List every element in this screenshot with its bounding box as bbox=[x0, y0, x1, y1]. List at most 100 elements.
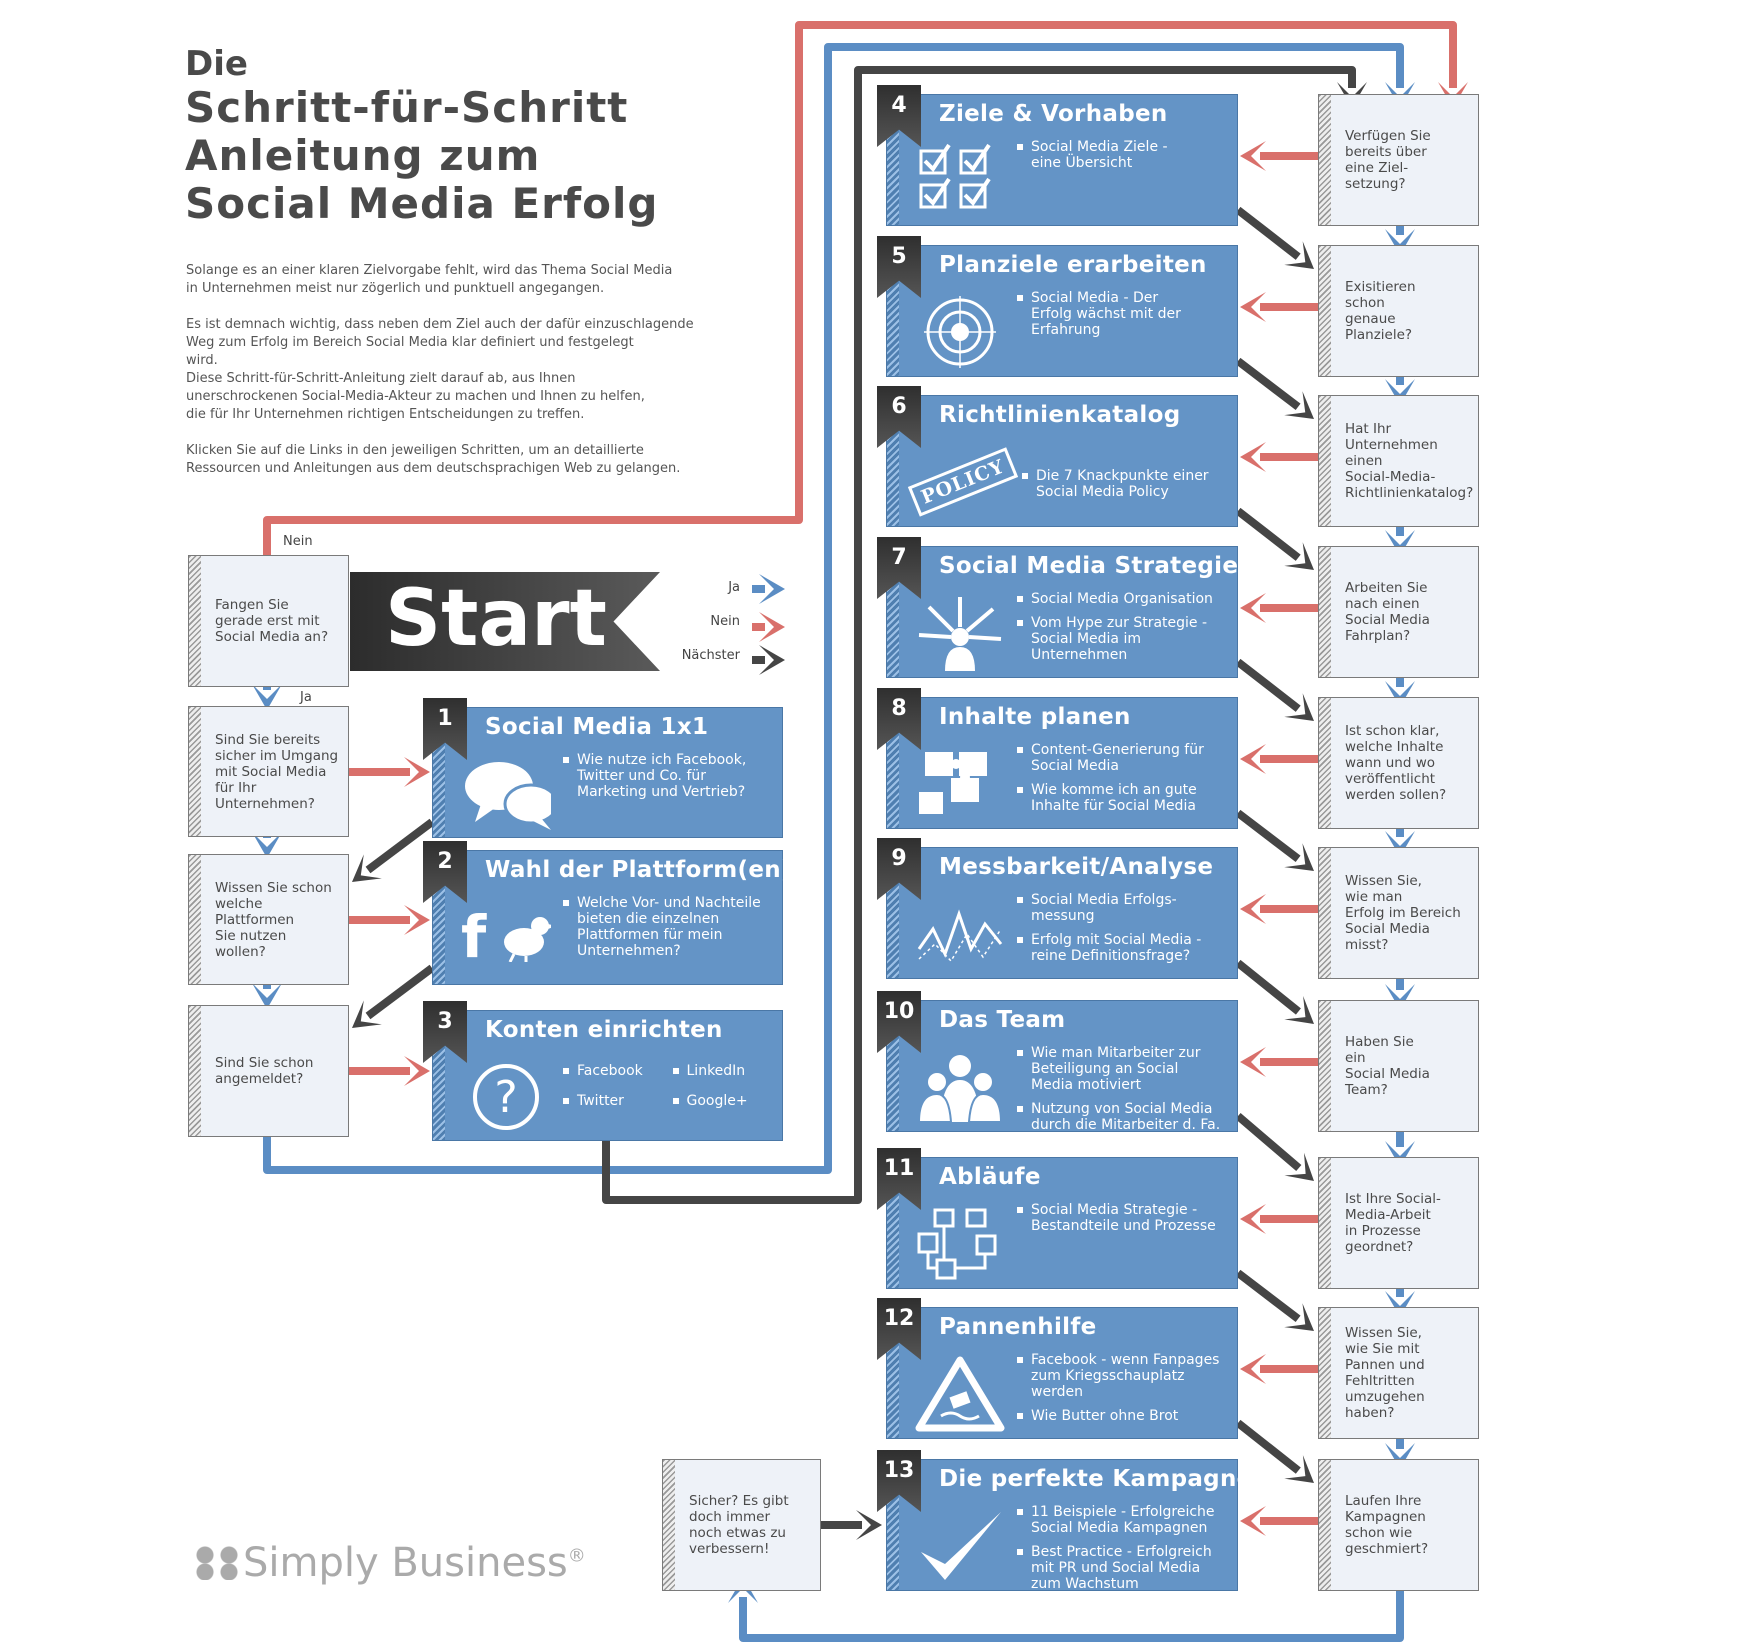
yes-arrow bbox=[252, 832, 282, 858]
step-title[interactable]: Konten einrichten bbox=[485, 1017, 723, 1043]
step-4[interactable]: 4 Ziele & Vorhaben Social Media Ziele - ei… bbox=[877, 85, 1238, 226]
intro-text: Solange es an einer klaren Zielvorgabe f… bbox=[186, 262, 746, 496]
right-question-7[interactable]: Haben Sie ein Social Media Team? bbox=[1318, 1000, 1479, 1132]
step-6[interactable]: 6 Richtlinienkatalog POLICY Die 7 Knackpunk… bbox=[877, 386, 1238, 527]
simply-business-logo: Simply Business® bbox=[193, 1540, 586, 1586]
step-1[interactable]: 1 Social Media 1x1 Wie nutze ich Facebook,… bbox=[423, 698, 783, 838]
next-arrow bbox=[352, 964, 435, 1028]
step-link[interactable]: Social Media Ziele - eine Übersicht bbox=[1017, 139, 1229, 171]
step-link[interactable]: Google+ bbox=[672, 1093, 775, 1109]
speech-bubbles-icon bbox=[461, 756, 551, 832]
step-13[interactable]: 13 Die perfekte Kampagne 11 Beispiele - Er… bbox=[877, 1450, 1252, 1592]
step-link[interactable]: Wie Butter ohne Brot bbox=[1017, 1408, 1229, 1424]
legend-next-arrow bbox=[752, 645, 785, 675]
right-question-6[interactable]: Wissen Sie, wie man Erfolg im Bereich So… bbox=[1318, 847, 1479, 979]
final-question[interactable]: Sicher? Es gibt doch immer noch etwas zu… bbox=[662, 1459, 821, 1591]
flowchart-icon bbox=[915, 1206, 1005, 1282]
team-icon bbox=[915, 1049, 1005, 1125]
step-title[interactable]: Richtlinienkatalog bbox=[939, 402, 1181, 428]
step-link[interactable]: Twitter bbox=[563, 1093, 665, 1109]
legend: Ja Nein Nächster bbox=[660, 580, 790, 682]
no-arrow bbox=[1240, 141, 1318, 171]
left-question-4[interactable]: Sind Sie schon angemeldet? bbox=[188, 1005, 349, 1137]
right-question-3[interactable]: Hat Ihr Unternehmen einen Social-Media- … bbox=[1318, 395, 1479, 527]
step-link[interactable]: Facebook - wenn Fanpages zum Kriegsschau… bbox=[1017, 1352, 1229, 1400]
question-text: Arbeiten Sie nach einen Social Media Fah… bbox=[1345, 580, 1430, 644]
step-link[interactable]: Welche Vor- und Nachteile bieten die ein… bbox=[563, 895, 774, 959]
checkboxes-icon bbox=[915, 143, 1005, 219]
right-question-9[interactable]: Wissen Sie, wie Sie mit Pannen und Fehlt… bbox=[1318, 1307, 1479, 1439]
left-question-1[interactable]: Fangen Sie gerade erst mit Social Media … bbox=[188, 555, 349, 687]
step-link[interactable]: Wie komme ich an gute Inhalte für Social… bbox=[1017, 782, 1229, 814]
step-title[interactable]: Abläufe bbox=[939, 1164, 1041, 1190]
step-link[interactable]: Vom Hype zur Strategie - Social Media im… bbox=[1017, 615, 1229, 663]
step-title[interactable]: Social Media 1x1 bbox=[485, 714, 709, 740]
intro-paragraph: Es ist demnach wichtig, dass neben dem Z… bbox=[186, 317, 694, 422]
step-title[interactable]: Wahl der Plattform(en) bbox=[485, 857, 792, 883]
step-link[interactable]: Wie man Mitarbeiter zur Beteiligung an S… bbox=[1017, 1045, 1229, 1093]
right-question-1[interactable]: Verfügen Sie bereits über eine Ziel- set… bbox=[1318, 94, 1479, 226]
question-text: Wissen Sie, wie man Erfolg im Bereich So… bbox=[1345, 873, 1461, 953]
next-arrow-final bbox=[821, 1510, 882, 1540]
step-5[interactable]: 5 Planziele erarbeiten Social Media - Der … bbox=[877, 236, 1238, 377]
next-arrow bbox=[1235, 357, 1314, 419]
step-12[interactable]: 12 Pannenhilfe Facebook - wenn Fanpages zu… bbox=[877, 1298, 1238, 1439]
step-link[interactable]: Social Media Erfolgs- messung bbox=[1017, 892, 1229, 924]
step-8[interactable]: 8 Inhalte planen Content-Generierung für S… bbox=[877, 688, 1238, 829]
step-links: Die 7 Knackpunkte einer Social Media Pol… bbox=[1022, 468, 1229, 508]
step-link[interactable]: Wie nutze ich Facebook, Twitter und Co. … bbox=[563, 752, 774, 800]
step-links: Facebook LinkedIn Twitter Google+ bbox=[563, 1063, 774, 1117]
step-link[interactable]: Social Media - Der Erfolg wächst mit der… bbox=[1017, 290, 1229, 338]
step-title[interactable]: Social Media Strategie bbox=[939, 553, 1239, 579]
right-question-5[interactable]: Ist schon klar, welche Inhalte wann und … bbox=[1318, 697, 1479, 829]
left-question-3[interactable]: Wissen Sie schon welche Plattformen Sie … bbox=[188, 854, 349, 985]
person-arrows-icon bbox=[915, 595, 1005, 671]
intro-paragraph: Solange es an einer klaren Zielvorgabe f… bbox=[186, 263, 673, 296]
step-2[interactable]: 2 Wahl der Plattform(en) f Welche Vor- und … bbox=[423, 841, 791, 985]
right-question-8[interactable]: Ist Ihre Social- Media-Arbeit in Prozess… bbox=[1318, 1157, 1479, 1289]
right-question-4[interactable]: Arbeiten Sie nach einen Social Media Fah… bbox=[1318, 546, 1479, 678]
no-arrow bbox=[349, 905, 430, 935]
step-title[interactable]: Pannenhilfe bbox=[939, 1314, 1097, 1340]
step-number-ribbon: 12 bbox=[877, 1298, 921, 1360]
step-link[interactable]: Nutzung von Social Media durch die Mitar… bbox=[1017, 1101, 1229, 1133]
question-text: Hat Ihr Unternehmen einen Social-Media- … bbox=[1345, 421, 1474, 501]
next-arrow bbox=[1235, 1419, 1314, 1483]
step-11[interactable]: 11 Abläufe Social Media Strategie - Bestan… bbox=[877, 1148, 1238, 1289]
warning-sign-icon bbox=[915, 1356, 1005, 1432]
step-number-ribbon: 4 bbox=[877, 85, 921, 147]
step-3[interactable]: 3 Konten einrichten? Facebook LinkedIn Twitt… bbox=[423, 1001, 783, 1141]
title-line: Social Media Erfolg bbox=[185, 179, 659, 228]
step-title[interactable]: Inhalte planen bbox=[939, 704, 1131, 730]
step-link[interactable]: Best Practice - Erfolgreich mit PR und S… bbox=[1017, 1544, 1229, 1592]
step-9[interactable]: 9 Messbarkeit/Analyse Social Media Erfolgs… bbox=[877, 838, 1238, 979]
step-number-ribbon: 7 bbox=[877, 537, 921, 599]
step-title[interactable]: Messbarkeit/Analyse bbox=[939, 854, 1214, 880]
step-links: Social Media Ziele - eine Übersicht bbox=[1017, 139, 1229, 179]
step-link[interactable]: Social Media Strategie - Bestandteile un… bbox=[1017, 1202, 1229, 1234]
question-text: Exisitieren schon genaue Planziele? bbox=[1345, 279, 1416, 343]
step-title[interactable]: Planziele erarbeiten bbox=[939, 252, 1207, 278]
no-arrow bbox=[349, 1056, 430, 1086]
step-link[interactable]: 11 Beispiele - Erfolgreiche Social Media… bbox=[1017, 1504, 1229, 1536]
question-text: Laufen Ihre Kampagnen schon wie geschmie… bbox=[1345, 1493, 1429, 1557]
step-number-ribbon: 8 bbox=[877, 688, 921, 750]
step-title[interactable]: Ziele & Vorhaben bbox=[939, 101, 1168, 127]
right-question-10[interactable]: Laufen Ihre Kampagnen schon wie geschmie… bbox=[1318, 1459, 1479, 1591]
step-links: Content-Generierung für Social Media Wie … bbox=[1017, 742, 1229, 822]
step-link[interactable]: Social Media Organisation bbox=[1017, 591, 1229, 607]
step-link[interactable]: LinkedIn bbox=[672, 1063, 775, 1079]
step-title[interactable]: Die perfekte Kampagne bbox=[939, 1466, 1253, 1492]
right-question-2[interactable]: Exisitieren schon genaue Planziele? bbox=[1318, 245, 1479, 377]
step-title[interactable]: Das Team bbox=[939, 1007, 1066, 1033]
left-question-2[interactable]: Sind Sie bereits sicher im Umgang mit So… bbox=[188, 706, 349, 837]
step-10[interactable]: 10 Das Team Wie man Mitarbeiter zur Beteil… bbox=[877, 991, 1238, 1133]
step-link[interactable]: Content-Generierung für Social Media bbox=[1017, 742, 1229, 774]
no-arrow bbox=[1240, 1354, 1318, 1384]
step-7[interactable]: 7 Social Media Strategie Social Media Orga… bbox=[877, 537, 1239, 678]
step-link[interactable]: Die 7 Knackpunkte einer Social Media Pol… bbox=[1022, 468, 1229, 500]
step-link[interactable]: Facebook bbox=[563, 1063, 665, 1079]
no-arrow bbox=[1240, 1506, 1318, 1536]
step-number-ribbon: 2 bbox=[423, 841, 467, 903]
step-link[interactable]: Erfolg mit Social Media - reine Definiti… bbox=[1017, 932, 1229, 964]
